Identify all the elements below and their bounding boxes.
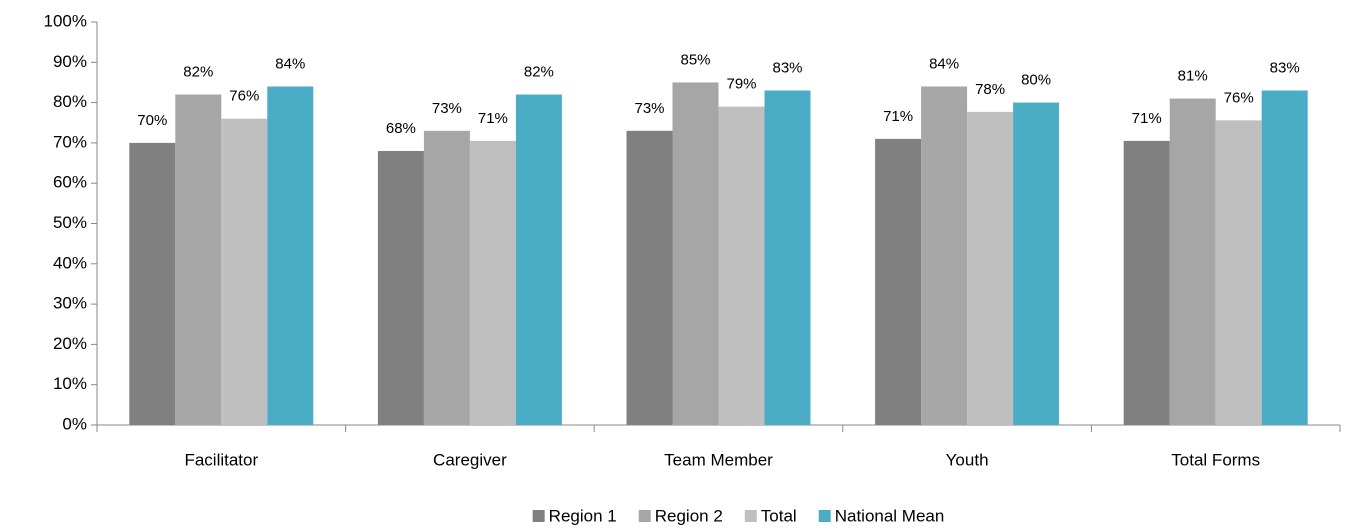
x-tick-label: Caregiver bbox=[433, 450, 507, 469]
y-tick-label: 0% bbox=[62, 414, 87, 433]
data-label: 73% bbox=[634, 100, 664, 117]
data-label: 84% bbox=[275, 55, 305, 72]
data-label: 78% bbox=[975, 81, 1005, 98]
bar bbox=[626, 130, 673, 425]
x-tick-label: Total Forms bbox=[1171, 450, 1260, 469]
bar bbox=[921, 86, 968, 425]
bar bbox=[469, 140, 516, 425]
y-tick-label: 20% bbox=[53, 334, 87, 353]
data-label: 68% bbox=[386, 120, 416, 137]
y-tick-label: 60% bbox=[53, 173, 87, 192]
bar bbox=[875, 138, 922, 425]
legend-swatch bbox=[818, 510, 831, 522]
y-tick-label: 30% bbox=[53, 294, 87, 313]
bar bbox=[129, 142, 176, 425]
data-label: 71% bbox=[1132, 110, 1162, 127]
bar bbox=[1013, 102, 1060, 425]
legend-label: National Mean bbox=[835, 506, 945, 525]
data-label: 83% bbox=[1270, 59, 1300, 76]
data-label: 76% bbox=[1224, 89, 1254, 106]
bar bbox=[718, 106, 765, 425]
bar bbox=[967, 111, 1014, 425]
bar bbox=[267, 86, 314, 425]
bar bbox=[423, 130, 470, 425]
x-tick-label: Youth bbox=[946, 450, 989, 469]
data-label: 71% bbox=[883, 108, 913, 125]
y-tick-label: 10% bbox=[53, 374, 87, 393]
data-label: 71% bbox=[478, 110, 508, 127]
data-label: 81% bbox=[1178, 68, 1208, 85]
data-label: 73% bbox=[432, 100, 462, 117]
legend-label: Region 2 bbox=[655, 506, 723, 525]
data-label: 82% bbox=[524, 64, 554, 81]
bar bbox=[221, 118, 268, 425]
bar bbox=[175, 94, 222, 425]
legend-swatch bbox=[744, 510, 757, 522]
bar bbox=[764, 90, 811, 425]
legend: Region 1 Region 2 Total National Mean bbox=[532, 506, 945, 525]
bar bbox=[1215, 120, 1262, 425]
legend-label: Total bbox=[761, 506, 797, 525]
legend-label: Region 1 bbox=[549, 506, 617, 525]
data-label: 84% bbox=[929, 55, 959, 72]
bar bbox=[515, 94, 562, 425]
data-label: 70% bbox=[137, 112, 167, 129]
bar bbox=[377, 150, 424, 425]
legend-swatch bbox=[532, 510, 545, 522]
bar bbox=[1123, 140, 1170, 425]
bar bbox=[672, 82, 719, 425]
data-label: 82% bbox=[183, 64, 213, 81]
bar bbox=[1261, 90, 1308, 425]
data-label: 80% bbox=[1021, 72, 1051, 89]
legend-swatch bbox=[638, 510, 651, 522]
y-tick-label: 100% bbox=[44, 11, 87, 30]
y-tick-label: 70% bbox=[53, 132, 87, 151]
data-label: 83% bbox=[772, 59, 802, 76]
bar bbox=[1169, 98, 1216, 425]
y-tick-label: 50% bbox=[53, 213, 87, 232]
y-tick-label: 40% bbox=[53, 253, 87, 272]
data-label: 76% bbox=[229, 88, 259, 105]
data-label: 85% bbox=[680, 51, 710, 68]
y-tick-label: 90% bbox=[53, 52, 87, 71]
x-tick-label: Facilitator bbox=[184, 450, 258, 469]
data-label: 79% bbox=[726, 76, 756, 93]
y-tick-label: 80% bbox=[53, 92, 87, 111]
x-tick-label: Team Member bbox=[664, 450, 773, 469]
